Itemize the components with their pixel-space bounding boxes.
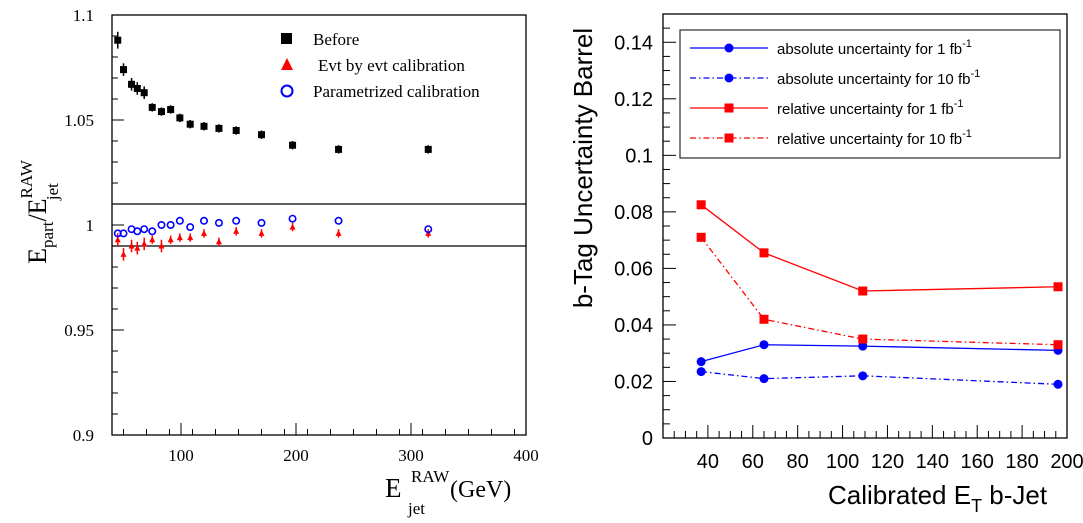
svg-text:(GeV): (GeV) <box>450 477 511 503</box>
svg-text:Evt by evt calibration: Evt by evt calibration <box>318 56 465 75</box>
data-point-before <box>232 127 240 134</box>
data-point-before <box>128 80 136 88</box>
y-tick-label: 1.1 <box>73 6 94 25</box>
data-point-parametrized <box>133 227 142 236</box>
data-point-parametrized <box>214 218 223 227</box>
left-x-axis-label: E RAW jet (GeV) <box>385 467 511 518</box>
data-point-before <box>167 106 175 113</box>
data-point-evt-by-evt <box>141 240 148 247</box>
data-point-parametrized <box>175 216 184 225</box>
legend-entry-before: Before <box>281 30 359 49</box>
data-point-parametrized <box>288 214 297 223</box>
data-point-parametrized <box>186 223 195 232</box>
data-point-evt-by-evt <box>187 234 194 241</box>
x-tick-label: 100 <box>168 446 194 465</box>
data-point-parametrized <box>257 218 266 227</box>
svg-text:Parametrized calibration: Parametrized calibration <box>313 82 480 101</box>
data-point-evt-by-evt <box>167 236 174 243</box>
data-point-evt-by-evt <box>128 242 135 249</box>
data-point-before <box>133 85 141 92</box>
data-point-before <box>120 66 127 74</box>
legend-entry-evt-by-evt: Evt by evt calibration <box>281 56 465 75</box>
left-data-points <box>113 31 433 261</box>
data-point-evt-by-evt <box>134 244 141 251</box>
x-tick-label: 300 <box>398 446 424 465</box>
data-point-parametrized <box>424 225 433 234</box>
data-point-evt-by-evt <box>215 238 222 245</box>
left-reference-lines <box>112 203 526 247</box>
data-point-evt-by-evt <box>176 234 183 241</box>
left-axis-ticks: 100 200 300 400 0.9 0.95 1 1.05 1.1 <box>64 6 539 465</box>
left-y-axis-label: Epart/ERAW jet <box>17 159 62 264</box>
data-point-before <box>200 122 208 130</box>
data-point-parametrized <box>148 227 157 236</box>
data-point-evt-by-evt <box>201 229 207 236</box>
svg-text:RAW: RAW <box>411 467 450 486</box>
data-point-before <box>176 114 184 122</box>
y-tick-label: 0.95 <box>64 321 94 340</box>
data-point-before <box>258 131 265 139</box>
left-legend: Before Evt by evt calibration Parametriz… <box>280 30 480 101</box>
data-point-before <box>140 89 148 97</box>
data-point-evt-by-evt <box>114 236 121 243</box>
data-point-evt-by-evt <box>258 229 265 236</box>
data-point-parametrized <box>166 221 175 230</box>
x-tick-label: 200 <box>283 446 309 465</box>
data-point-parametrized <box>334 216 343 225</box>
data-point-evt-by-evt <box>335 229 342 236</box>
x-tick-label: 400 <box>513 446 539 465</box>
data-point-evt-by-evt <box>233 227 240 234</box>
data-point-before <box>114 36 122 44</box>
svg-text:Before: Before <box>313 30 359 49</box>
data-point-parametrized <box>119 229 128 238</box>
data-point-before <box>148 103 156 111</box>
data-point-evt-by-evt <box>158 242 165 249</box>
data-point-before <box>335 145 343 153</box>
data-point-parametrized <box>157 221 166 230</box>
y-tick-label: 1 <box>86 216 95 235</box>
data-point-evt-by-evt <box>120 250 127 257</box>
data-point-evt-by-evt <box>149 236 156 243</box>
data-point-before <box>186 120 194 128</box>
data-point-parametrized <box>232 216 241 225</box>
data-point-before <box>424 145 432 153</box>
y-tick-label: 0.9 <box>73 426 94 445</box>
data-point-before <box>215 124 223 132</box>
legend-entry-parametrized: Parametrized calibration <box>280 82 480 101</box>
svg-text:E: E <box>385 473 402 503</box>
data-point-parametrized <box>200 216 209 225</box>
data-point-evt-by-evt <box>289 223 296 230</box>
y-tick-label: 1.05 <box>64 111 94 130</box>
data-point-before <box>157 108 165 116</box>
data-point-parametrized <box>140 225 149 234</box>
data-point-before <box>289 141 297 149</box>
svg-text:jet: jet <box>407 499 425 518</box>
